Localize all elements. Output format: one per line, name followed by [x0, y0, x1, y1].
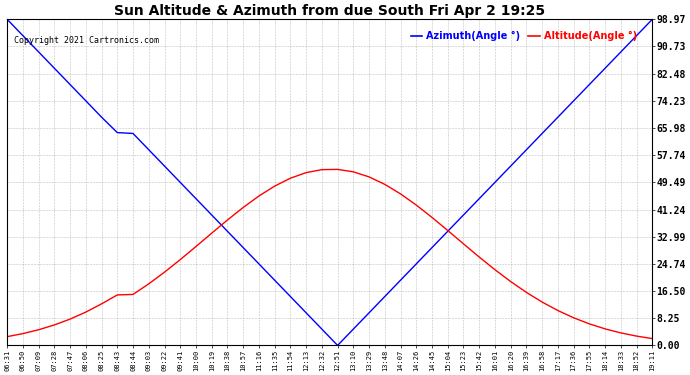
Text: Copyright 2021 Cartronics.com: Copyright 2021 Cartronics.com — [14, 36, 159, 45]
Title: Sun Altitude & Azimuth from due South Fri Apr 2 19:25: Sun Altitude & Azimuth from due South Fr… — [114, 4, 545, 18]
Legend: Azimuth(Angle °), Altitude(Angle °): Azimuth(Angle °), Altitude(Angle °) — [407, 27, 641, 45]
